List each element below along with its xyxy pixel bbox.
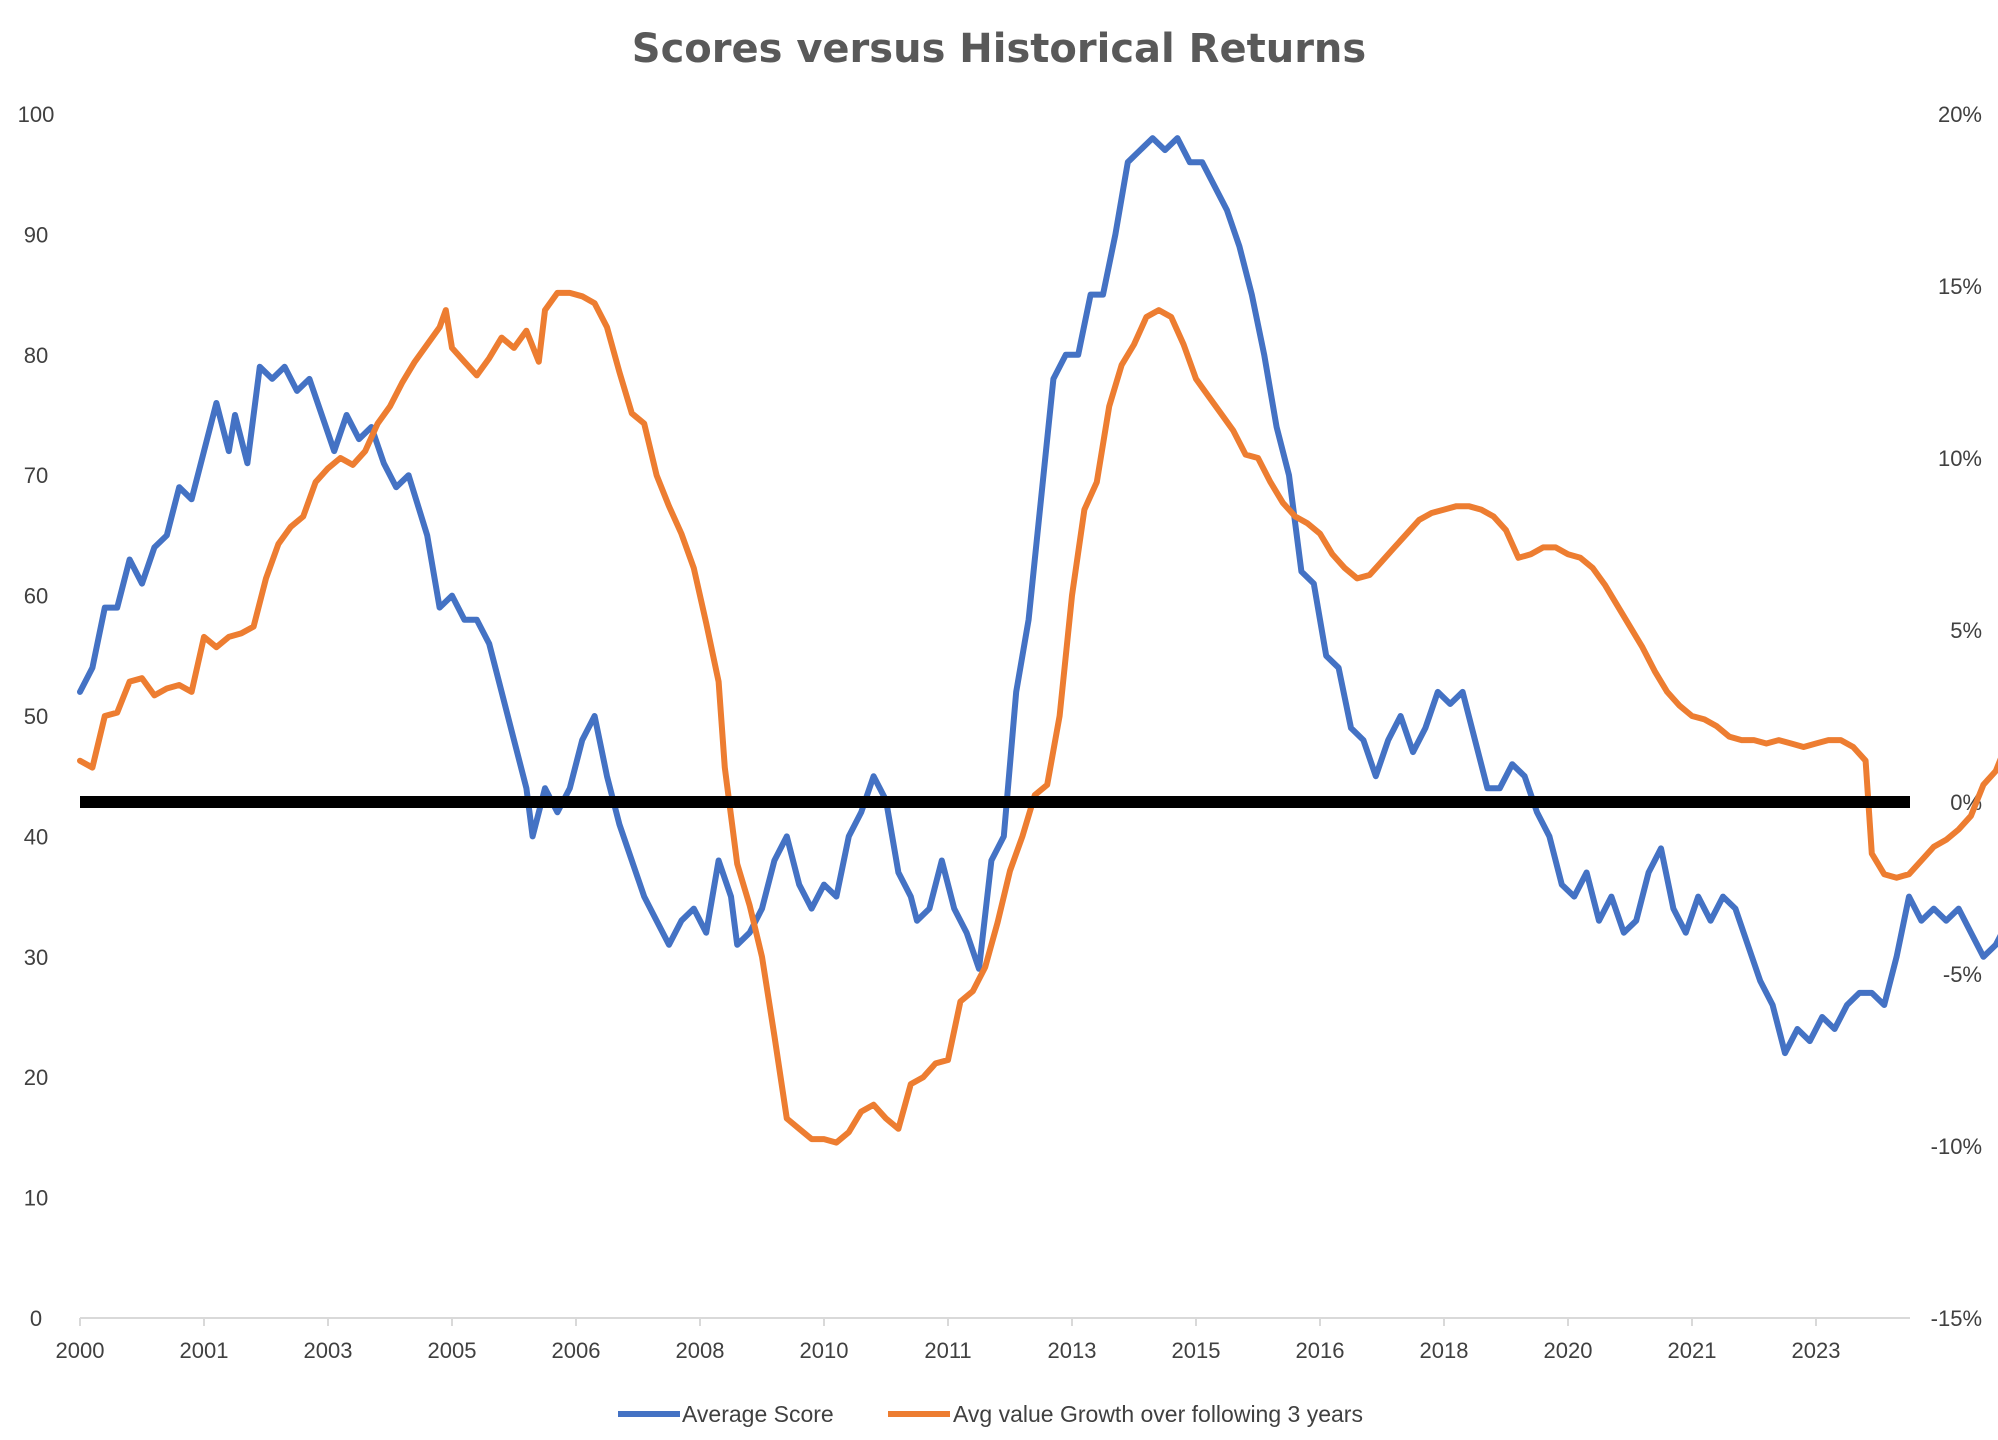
y2-tick-label: 10% xyxy=(1938,446,1982,471)
series-line-average-score xyxy=(77,135,1998,1057)
x-tick-label: 2016 xyxy=(1296,1338,1345,1363)
x-tick-label: 2005 xyxy=(428,1338,477,1363)
x-tick-label: 2003 xyxy=(304,1338,353,1363)
x-tick-label: 2023 xyxy=(1792,1338,1841,1363)
y-tick-label: 50 xyxy=(24,704,48,729)
x-tick-label: 2000 xyxy=(56,1338,105,1363)
x-tick-label: 2018 xyxy=(1420,1338,1469,1363)
y-tick-label: 60 xyxy=(24,584,48,609)
legend-label-avg-value-growth: Avg value Growth over following 3 years xyxy=(953,1401,1363,1427)
legend-label-average-score: Average Score xyxy=(682,1401,834,1427)
y2-tick-label: -5% xyxy=(1943,962,1982,987)
y-tick-label: 80 xyxy=(24,343,48,368)
x-tick-label: 2021 xyxy=(1668,1338,1717,1363)
y-tick-label: 90 xyxy=(24,222,48,247)
y-tick-label: 100 xyxy=(18,102,55,127)
y2-tick-label: -10% xyxy=(1931,1134,1982,1159)
x-tick-label: 2010 xyxy=(800,1338,849,1363)
y-tick-label: 20 xyxy=(24,1065,48,1090)
x-tick-label: 2006 xyxy=(552,1338,601,1363)
x-tick-label: 2011 xyxy=(924,1338,971,1363)
x-tick-label: 2001 xyxy=(180,1338,229,1363)
y-tick-label: 70 xyxy=(24,463,48,488)
chart-title: Scores versus Historical Returns xyxy=(632,26,1366,72)
y2-tick-label: 20% xyxy=(1938,102,1982,127)
x-tick-label: 2015 xyxy=(1172,1338,1221,1363)
y-tick-label: 40 xyxy=(24,824,48,849)
plot-area: 2000 2001 2003 2005 2006 2008 2010 2011 2013 2015… xyxy=(18,102,1998,1363)
y2-tick-label: 15% xyxy=(1938,274,1982,299)
y-tick-label: 30 xyxy=(24,945,48,970)
x-tick-label: 2020 xyxy=(1544,1338,1593,1363)
x-tick-label: 2013 xyxy=(1048,1338,1097,1363)
y2-tick-label: -15% xyxy=(1931,1306,1982,1331)
x-tick-label: 2008 xyxy=(676,1338,725,1363)
legend: Average Score Avg value Growth over foll… xyxy=(618,1401,1363,1427)
series-line-avg-value-growth xyxy=(77,289,1998,1146)
y-tick-label: 10 xyxy=(24,1186,48,1211)
y2-tick-label: 5% xyxy=(1950,618,1982,643)
y-tick-label: 0 xyxy=(30,1306,42,1331)
